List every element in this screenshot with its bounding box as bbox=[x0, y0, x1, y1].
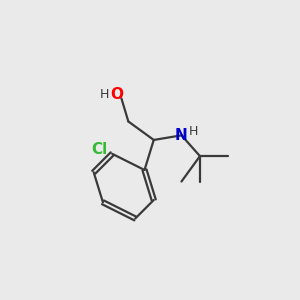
Text: Cl: Cl bbox=[91, 142, 108, 157]
Text: H: H bbox=[188, 125, 198, 138]
Text: N: N bbox=[175, 128, 188, 143]
Text: H: H bbox=[99, 88, 109, 101]
Text: O: O bbox=[110, 87, 123, 102]
